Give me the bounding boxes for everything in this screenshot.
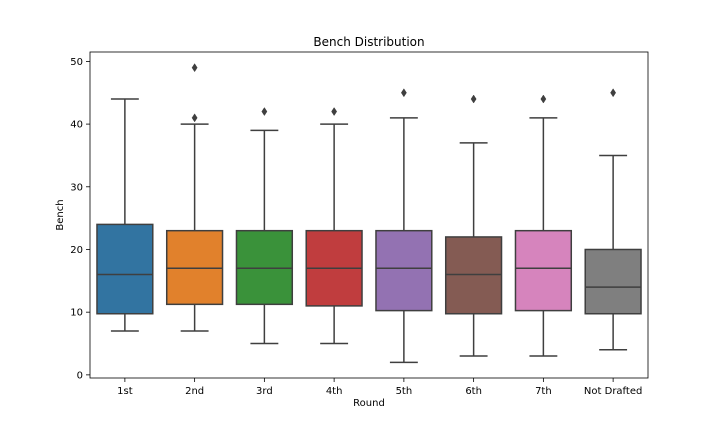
box-group <box>584 88 642 351</box>
outlier-point <box>331 107 338 117</box>
chart-title: Bench Distribution <box>313 35 424 49</box>
outlier-point <box>470 94 477 104</box>
y-tick-label: 30 <box>70 182 83 193</box>
y-axis-label: Bench <box>55 199 66 230</box>
y-tick-label: 0 <box>77 370 83 381</box>
plot-area-frame <box>89 51 649 379</box>
box-group <box>165 63 224 332</box>
box-group <box>444 94 503 357</box>
x-tick-label: 4th <box>326 386 343 397</box>
outlier-point <box>191 63 198 73</box>
box-iqr <box>375 229 433 312</box>
box-group <box>375 88 433 364</box>
box-iqr <box>235 229 294 306</box>
x-tick-label: 5th <box>396 386 413 397</box>
y-tick-label: 20 <box>70 245 83 256</box>
outlier-point <box>191 113 198 123</box>
y-tick-label: 10 <box>70 308 83 319</box>
x-tick-label: 3rd <box>256 386 273 397</box>
outlier-point <box>400 88 407 98</box>
x-tick-label: 7th <box>535 386 552 397</box>
x-tick-label: 2nd <box>185 386 204 397</box>
box-group <box>96 98 154 332</box>
box-series <box>96 63 642 364</box>
box-group <box>514 94 573 357</box>
x-tick-label: 6th <box>465 386 482 397</box>
x-axis: 1st 2nd 3rd 4th 5th 6th 7th Not Drafted <box>117 378 642 397</box>
y-axis: 0 10 20 30 40 50 <box>70 57 90 381</box>
box-group <box>305 107 363 345</box>
x-axis-label: Round <box>353 398 385 409</box>
y-tick-label: 50 <box>70 57 83 68</box>
box-iqr <box>444 236 503 315</box>
box-iqr <box>165 229 224 306</box>
y-tick-label: 40 <box>70 120 83 131</box>
box-group <box>235 107 294 345</box>
box-iqr <box>584 248 642 315</box>
outlier-point <box>261 107 268 117</box>
box-iqr <box>96 223 154 315</box>
box-iqr <box>514 229 573 312</box>
x-tick-label: Not Drafted <box>584 386 642 397</box>
outlier-point <box>610 88 617 98</box>
x-tick-label: 1st <box>117 386 133 397</box>
outlier-point <box>540 94 547 104</box>
